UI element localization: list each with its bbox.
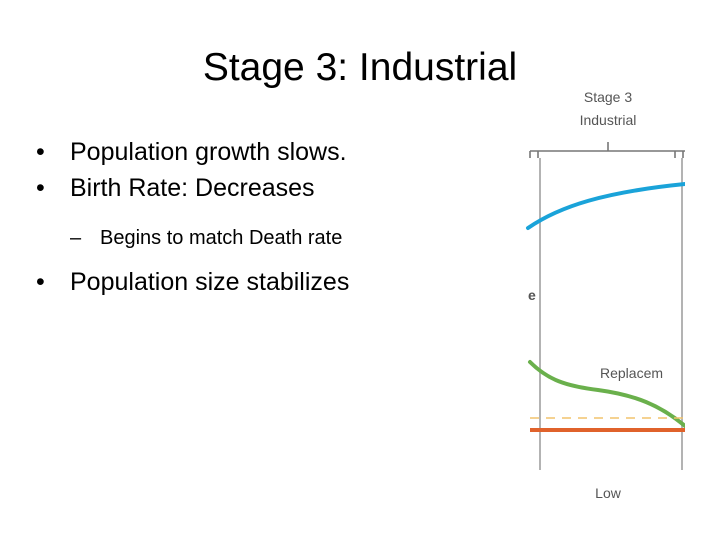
birth-rate-line	[526, 182, 687, 230]
demographic-transition-diagram: Stage 3 Industrial e Replacem Low	[520, 80, 687, 510]
stage-label-line1: Stage 3	[584, 89, 632, 105]
bullet-birth-rate: Birth Rate: Decreases	[36, 170, 506, 206]
slide-title: Stage 3: Industrial	[202, 46, 518, 89]
stage-frame	[539, 158, 683, 470]
bullet-population-size: Population size stabilizes	[36, 264, 506, 300]
replacement-label: Replacem	[600, 365, 663, 381]
stage-label-line2: Industrial	[580, 112, 637, 128]
partial-axis-label: e	[528, 287, 536, 303]
sub-bullet-death-rate: Begins to match Death rate	[36, 224, 506, 252]
bottom-axis-label: Low	[595, 485, 622, 501]
stage-bracket	[529, 142, 685, 158]
bullet-list: Population growth slows. Birth Rate: Dec…	[36, 134, 506, 300]
death-rate-line	[528, 360, 687, 428]
bullet-population-growth: Population growth slows.	[36, 134, 506, 170]
